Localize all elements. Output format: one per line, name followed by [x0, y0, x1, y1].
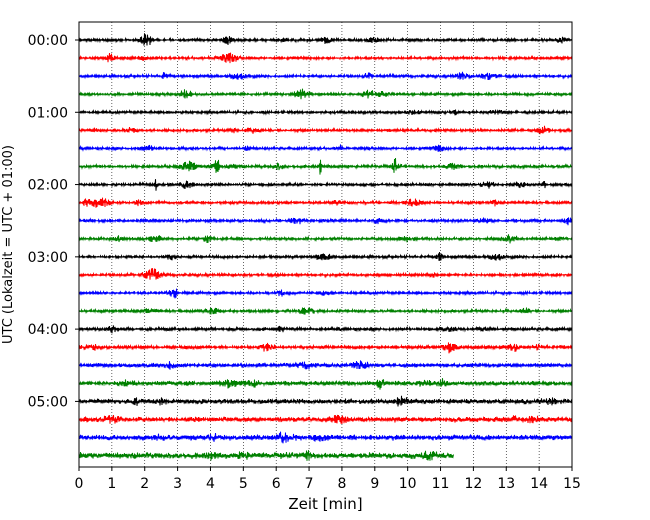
trace-0015 — [78, 52, 573, 64]
y-axis-ticks: 00:00 01:00 02:00 03:00 04:00 05:00 — [28, 33, 79, 410]
x-tick-label: 9 — [370, 476, 379, 492]
x-tick-label: 0 — [75, 476, 84, 492]
y-tick-label: 04:00 — [28, 322, 68, 338]
trace-0145 — [78, 157, 573, 175]
y-tick-label: 01:00 — [28, 105, 68, 121]
x-tick-label: 11 — [432, 476, 450, 492]
trace-0000 — [78, 33, 573, 46]
x-tick-label: 4 — [206, 476, 215, 492]
plot-frame — [78, 21, 573, 468]
y-tick-label: 05:00 — [28, 394, 68, 410]
trace-0045 — [78, 88, 573, 100]
trace-0545 — [78, 450, 454, 461]
trace-0530 — [78, 431, 573, 444]
x-tick-label: 7 — [305, 476, 314, 492]
trace-0315 — [78, 268, 573, 280]
x-tick-label: 15 — [563, 476, 581, 492]
trace-0215 — [78, 197, 573, 208]
trace-0100 — [78, 108, 573, 116]
x-tick-label: 3 — [173, 476, 182, 492]
trace-0300 — [78, 251, 573, 261]
trace-0030 — [78, 71, 573, 81]
trace-0500 — [78, 395, 573, 407]
trace-0130 — [78, 144, 573, 152]
x-axis-label: Zeit [min] — [288, 495, 362, 513]
trace-0415 — [78, 342, 573, 354]
grid-lines — [111, 22, 540, 467]
y-tick-label: 02:00 — [28, 178, 68, 194]
x-tick-label: 2 — [140, 476, 149, 492]
x-axis-ticks: 0 1 2 3 4 5 6 7 8 9 10 11 12 13 14 15 — [75, 467, 581, 492]
seismic-traces — [78, 33, 573, 461]
trace-0115 — [78, 125, 573, 135]
x-tick-label: 1 — [107, 476, 116, 492]
x-tick-label: 6 — [272, 476, 281, 492]
x-tick-label: 8 — [337, 476, 346, 492]
x-tick-label: 12 — [464, 476, 482, 492]
y-tick-label: 03:00 — [28, 250, 68, 266]
trace-0445 — [78, 378, 573, 390]
x-tick-label: 14 — [530, 476, 548, 492]
trace-0345 — [78, 307, 573, 315]
y-axis-label: UTC (Lokalzeit = UTC + 01:00) — [1, 145, 16, 344]
trace-0245 — [78, 234, 573, 244]
x-tick-label: 5 — [239, 476, 248, 492]
trace-0230 — [78, 217, 573, 226]
trace-0430 — [78, 360, 573, 370]
y-tick-label: 00:00 — [28, 33, 68, 49]
trace-0400 — [78, 325, 573, 334]
trace-0515 — [78, 414, 573, 424]
x-tick-label: 13 — [497, 476, 515, 492]
trace-0200 — [78, 179, 573, 191]
x-tick-label: 10 — [399, 476, 417, 492]
trace-0330 — [78, 288, 573, 299]
